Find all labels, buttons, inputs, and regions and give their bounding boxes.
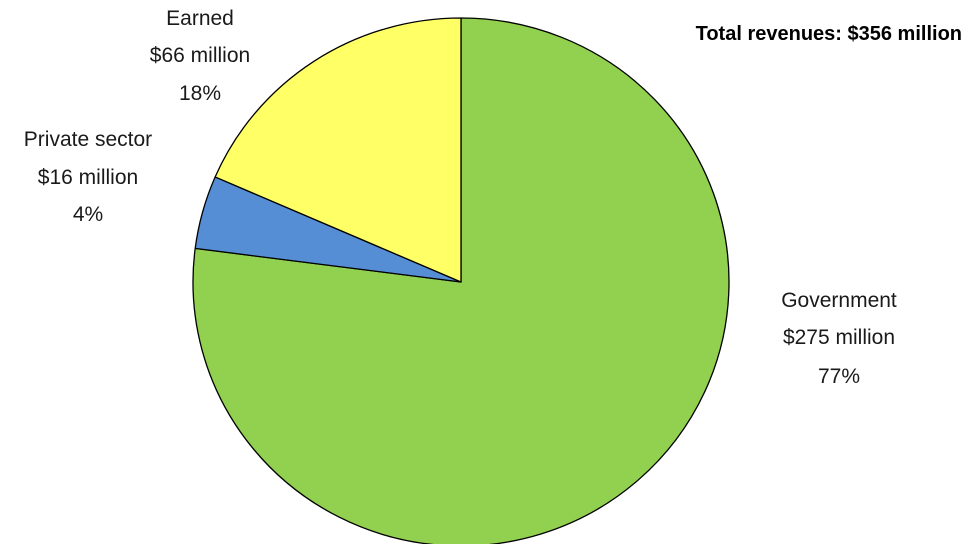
slice-name-earned: Earned (166, 7, 234, 30)
slice-amount-private-sector: $16 million (38, 166, 138, 189)
slice-percent-private-sector: 4% (73, 203, 103, 226)
slice-amount-government: $275 million (783, 326, 895, 349)
pie-slices (192, 17, 730, 544)
slice-label-private-sector: Private sector $16 million 4% (24, 128, 152, 226)
slice-name-government: Government (781, 289, 897, 312)
slice-percent-government: 77% (818, 365, 860, 388)
slice-label-earned: Earned $66 million 18% (150, 7, 250, 105)
total-revenues-label: Total revenues: $356 million (696, 23, 962, 45)
slice-amount-earned: $66 million (150, 44, 250, 67)
pie-slice-earned (214, 17, 462, 283)
slice-name-private-sector: Private sector (24, 128, 152, 151)
slice-label-government: Government $275 million 77% (781, 289, 897, 388)
slice-percent-earned: 18% (179, 82, 221, 105)
